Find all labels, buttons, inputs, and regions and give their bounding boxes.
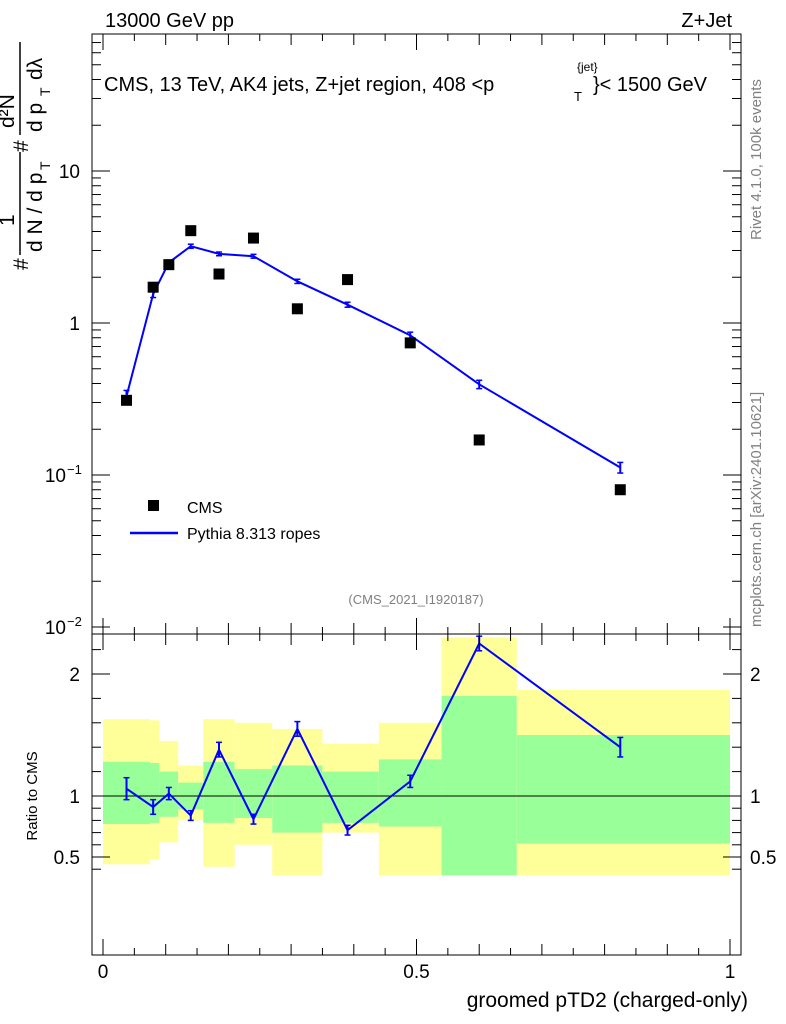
svg-text:#: # (10, 140, 33, 152)
svg-text:T: T (37, 87, 53, 96)
analysis-label: (CMS_2021_I1920187) (348, 592, 483, 607)
main-title-sup: {jet} (577, 60, 598, 74)
main-title-sub: T (574, 89, 582, 104)
ratio-ytick-label-right: 0.5 (750, 848, 776, 869)
main-ytick-exp: −2 (67, 614, 82, 629)
main-ytick-exp: −1 (67, 462, 82, 477)
ratio-ylabel: Ratio to CMS (24, 751, 41, 840)
mc-line (125, 245, 621, 469)
header-left: 13000 GeV pp (105, 10, 234, 32)
cms-point (213, 268, 225, 280)
main-ytick-label: 10 (45, 618, 66, 639)
main-title-end: }< 1500 GeV (593, 74, 708, 96)
ratio-xtick-label: 1 (725, 962, 736, 983)
cms-point (121, 394, 133, 406)
ratio-xtick-label: 0 (98, 962, 109, 983)
ratio-ytick-label-right: 2 (750, 665, 761, 686)
main-ylabel: # 1 d N / d p T # d²N d p T dλ (0, 42, 53, 270)
ratio-panel: 0.5 0.5 1 1 2 2 0 0.5 1 Ratio to CMS groomed pTD… (24, 633, 776, 1012)
main-frame (91, 33, 742, 635)
ratio-ytick-label-left: 0.5 (54, 848, 80, 869)
main-title: CMS, 13 TeV, AK4 jets, Z+jet region, 408… (104, 60, 708, 104)
header-right: Z+Jet (681, 10, 732, 32)
ratio-ytick-label-left: 1 (69, 787, 80, 808)
svg-text:d²N: d²N (0, 94, 19, 128)
cms-point (163, 259, 175, 271)
cms-point (404, 337, 416, 349)
svg-text:d p: d p (24, 103, 47, 132)
cms-point (342, 274, 354, 286)
ratio-band-inner (378, 759, 442, 827)
main-ytick-label: 10 (59, 162, 80, 183)
cms-point (185, 225, 197, 237)
main-series (121, 225, 626, 496)
ratio-band-inner (516, 735, 730, 844)
ratio-axis: 0.5 0.5 1 1 2 2 0 0.5 1 (54, 634, 776, 983)
cms-point (614, 484, 626, 496)
legend-cms-marker (148, 500, 159, 511)
svg-text:#: # (10, 258, 33, 270)
cms-point (147, 281, 159, 293)
svg-text:d N / d p: d N / d p (24, 173, 47, 252)
cms-point (473, 434, 485, 446)
ratio-series (123, 635, 624, 836)
ratio-ytick-label-left: 2 (69, 665, 80, 686)
mcplots-label: mcplots.cern.ch [arXiv:2401.10621] (748, 392, 765, 627)
main-title-text: CMS, 13 TeV, AK4 jets, Z+jet region, 408… (104, 74, 494, 96)
svg-text:T: T (37, 161, 53, 170)
main-ytick-label: 10 (45, 466, 66, 487)
ratio-xtick-label: 0.5 (403, 962, 429, 983)
svg-text:1: 1 (0, 214, 19, 226)
legend-mc-label: Pythia 8.313 ropes (187, 526, 320, 543)
rivet-label: Rivet 4.1.0, 100k events (748, 79, 765, 240)
legend: CMS Pythia 8.313 ropes (130, 500, 320, 543)
svg-text:dλ: dλ (24, 57, 47, 80)
cms-point (247, 232, 259, 244)
ratio-xlabel: groomed pTD2 (charged-only) (467, 989, 748, 1012)
ratio-band-inner (272, 765, 323, 833)
cms-point (291, 303, 303, 315)
legend-cms-label: CMS (187, 500, 223, 517)
main-ytick-label: 1 (69, 314, 80, 335)
ratio-band-inner (150, 763, 160, 823)
ratio-ytick-label-right: 1 (750, 787, 761, 808)
ratio-bands (103, 637, 730, 876)
ratio-band-inner (441, 695, 517, 876)
